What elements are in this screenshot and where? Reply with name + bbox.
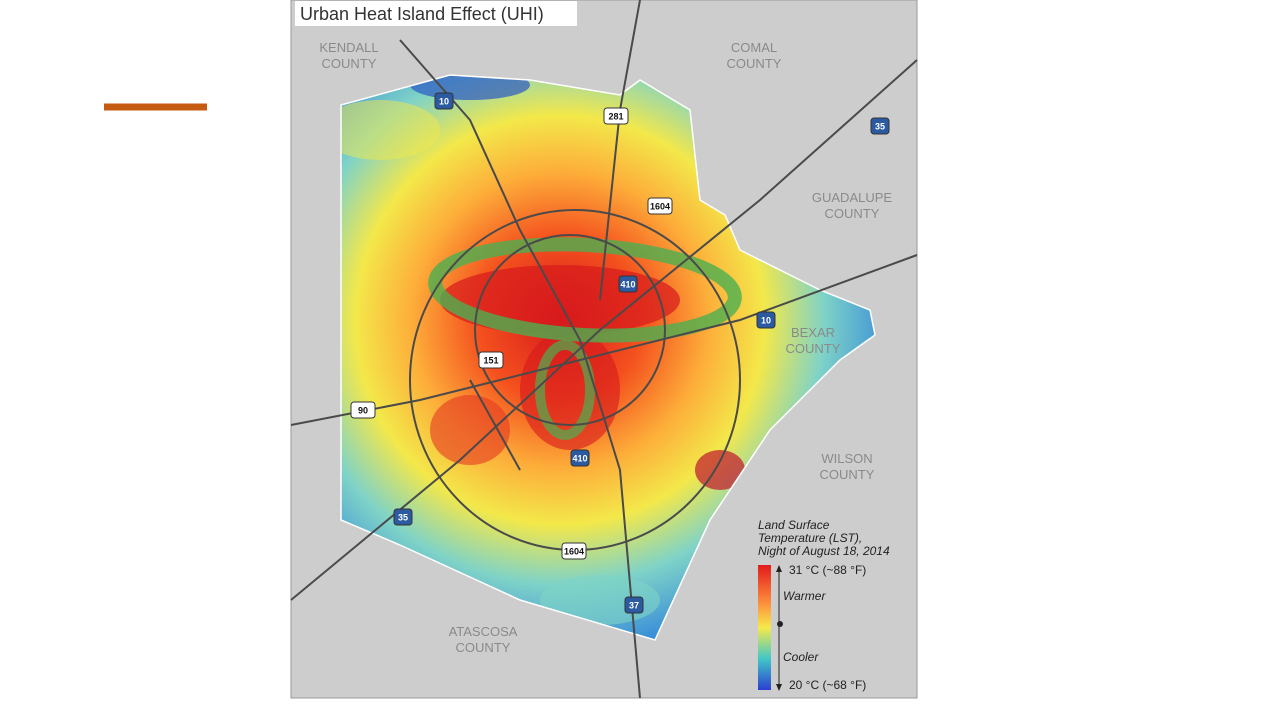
- title-box: [295, 1, 577, 26]
- highway-number: 35: [875, 121, 885, 131]
- highway-shield: 1604: [561, 542, 587, 560]
- highway-number: 1604: [564, 546, 584, 556]
- highway-number: 90: [358, 405, 368, 415]
- heat-zone-outline: [535, 340, 595, 440]
- highway-shield: 410: [618, 275, 638, 293]
- highway-number: 1604: [650, 201, 670, 211]
- shield-background: [603, 107, 629, 125]
- county-label: GUADALUPE: [812, 190, 893, 205]
- highway-number: 37: [629, 600, 639, 610]
- highway-shield: 1604: [647, 197, 673, 215]
- highway-number: 410: [620, 279, 635, 289]
- highway-number: 10: [439, 96, 449, 106]
- shield-background: [647, 197, 673, 215]
- legend-color-bar: [758, 565, 771, 690]
- county-label: COUNTY: [825, 206, 880, 221]
- county-label: COUNTY: [456, 640, 511, 655]
- highway-number: 281: [608, 111, 623, 121]
- legend-title: Night of August 18, 2014: [758, 544, 890, 558]
- legend-min: 20 °C (~68 °F): [789, 678, 866, 692]
- county-label: COUNTY: [727, 56, 782, 71]
- legend: Land Surface Temperature (LST), Night of…: [758, 518, 890, 692]
- county-label: BEXAR: [791, 325, 835, 340]
- county-label: COUNTY: [820, 467, 875, 482]
- shield-background: [570, 449, 590, 467]
- highway-shield: 10: [434, 92, 454, 110]
- highway-shields: 10 281 35 1604 410 10 151 90 410 35 1604 37: [350, 92, 890, 614]
- highway-shield: 10: [756, 311, 776, 329]
- shield-background: [624, 596, 644, 614]
- shield-background: [393, 508, 413, 526]
- legend-warmer: Warmer: [783, 589, 826, 603]
- legend-title: Land Surface: [758, 518, 830, 532]
- highway-number: 410: [572, 453, 587, 463]
- shield-background: [756, 311, 776, 329]
- shield-background: [478, 351, 504, 369]
- county-labels: KENDALL COUNTY COMAL COUNTY GUADALUPE CO…: [319, 40, 892, 655]
- highway-number: 35: [398, 512, 408, 522]
- highway-shield: 35: [870, 117, 890, 135]
- highway-number: 10: [761, 315, 771, 325]
- shield-background: [618, 275, 638, 293]
- legend-cooler: Cooler: [783, 650, 819, 664]
- highway-shield: 35: [393, 508, 413, 526]
- highway-shield: 410: [570, 449, 590, 467]
- county-label: ATASCOSA: [449, 624, 518, 639]
- county-label: KENDALL: [319, 40, 378, 55]
- shield-background: [350, 401, 376, 419]
- shield-background: [870, 117, 890, 135]
- highway-shield: 37: [624, 596, 644, 614]
- shield-background: [434, 92, 454, 110]
- shield-background: [561, 542, 587, 560]
- highway-number: 151: [483, 355, 498, 365]
- highway-shield: 281: [603, 107, 629, 125]
- roads: [290, 0, 918, 699]
- legend-max: 31 °C (~88 °F): [789, 563, 866, 577]
- county-label: COMAL: [731, 40, 777, 55]
- map-title: Urban Heat Island Effect (UHI): [300, 4, 544, 24]
- county-label: COUNTY: [786, 341, 841, 356]
- county-label: COUNTY: [322, 56, 377, 71]
- heat-zone-outline: [428, 237, 742, 343]
- highway-shield: 90: [350, 401, 376, 419]
- legend-title: Temperature (LST),: [758, 531, 862, 545]
- highway-shield: 151: [478, 351, 504, 369]
- county-label: WILSON: [821, 451, 872, 466]
